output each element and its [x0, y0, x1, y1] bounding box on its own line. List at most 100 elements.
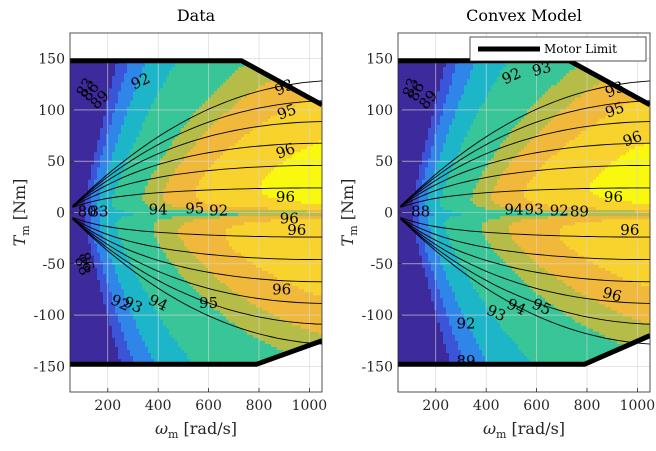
contour-cell	[115, 346, 119, 350]
contour-cell	[148, 200, 152, 204]
contour-cell	[157, 315, 161, 320]
contour-cell	[142, 337, 146, 341]
contour-cell	[208, 291, 212, 296]
contour-cell	[211, 191, 215, 195]
contour-cell	[127, 145, 131, 150]
contour-cell	[109, 306, 113, 311]
contour-cell	[70, 87, 74, 92]
contour-cell	[214, 346, 218, 350]
contour-cell	[148, 87, 152, 92]
contour-cell	[211, 245, 215, 250]
contour-cell	[172, 358, 176, 363]
contour-cell	[178, 154, 182, 159]
contour-cell	[199, 179, 203, 183]
contour-cell	[199, 273, 203, 277]
contour-cell	[166, 200, 170, 204]
contour-cell	[196, 312, 200, 317]
contour-cell	[172, 78, 176, 83]
contour-cell	[217, 236, 221, 241]
contour-cell	[187, 90, 191, 95]
contour-cell	[163, 81, 167, 86]
contour-cell	[103, 291, 107, 296]
contour-cell	[133, 285, 137, 290]
contour-cell	[211, 157, 215, 162]
contour-cell	[205, 197, 209, 201]
contour-cell	[94, 75, 98, 80]
contour-cell	[88, 133, 92, 138]
contour-cell	[94, 355, 98, 360]
contour-cell	[208, 224, 212, 229]
contour-cell	[73, 191, 77, 195]
contour-cell	[91, 340, 95, 344]
contour-cell	[103, 166, 107, 171]
contour-cell	[202, 318, 206, 323]
contour-cell	[139, 194, 143, 198]
contour-cell	[127, 267, 131, 271]
contour-cell	[145, 270, 149, 274]
contour-cell	[214, 200, 218, 204]
contour-cell	[154, 215, 158, 220]
contour-cell	[103, 63, 107, 68]
contour-cell	[73, 206, 77, 211]
contour-cell	[109, 349, 113, 354]
contour-cell	[76, 130, 80, 134]
contour-cell	[79, 249, 83, 253]
contour-cell	[109, 145, 113, 150]
contour-cell	[76, 331, 80, 335]
contour-cell	[130, 328, 134, 332]
contour-cell	[202, 72, 206, 77]
contour-cell	[193, 346, 197, 350]
contour-cell	[88, 112, 92, 116]
contour-cell	[187, 139, 191, 144]
contour-cell	[208, 294, 212, 299]
contour-cell	[118, 358, 122, 363]
contour-cell	[145, 200, 149, 204]
contour-cell	[70, 273, 74, 277]
contour-cell	[151, 264, 155, 268]
contour-cell	[202, 315, 206, 320]
contour-cell	[85, 142, 89, 147]
contour-cell	[199, 115, 203, 119]
contour-cell	[121, 303, 125, 308]
contour-cell	[121, 136, 125, 141]
contour-cell	[97, 230, 101, 235]
contour-cell	[88, 249, 92, 253]
contour-cell	[73, 355, 77, 360]
contour-cell	[154, 285, 158, 290]
contour-cell	[136, 273, 140, 277]
contour-cell	[118, 78, 122, 83]
contour-cell	[217, 355, 221, 360]
contour-cell	[76, 115, 80, 119]
contour-cell	[166, 322, 170, 326]
contour-cell	[169, 267, 173, 271]
contour-cell	[211, 182, 215, 186]
contour-cell	[169, 346, 173, 350]
contour-cell	[160, 148, 164, 153]
contour-cell	[157, 182, 161, 186]
contour-cell	[187, 288, 191, 293]
contour-cell	[208, 349, 212, 354]
contour-cell	[130, 78, 134, 83]
contour-cell	[163, 279, 167, 284]
contour-cell	[136, 261, 140, 265]
contour-cell	[181, 315, 185, 320]
contour-cell	[199, 197, 203, 201]
contour-cell	[79, 325, 83, 329]
contour-cell	[91, 84, 95, 89]
contour-cell	[124, 115, 128, 119]
contour-cell	[187, 96, 191, 101]
contour-cell	[100, 145, 104, 150]
contour-cell	[94, 182, 98, 186]
contour-cell	[109, 224, 113, 229]
contour-cell	[136, 264, 140, 268]
contour-cell	[193, 252, 197, 256]
contour-cell	[124, 93, 128, 98]
contour-cell	[208, 312, 212, 317]
contour-cell	[184, 249, 188, 253]
contour-cell	[100, 102, 104, 107]
contour-cell	[130, 270, 134, 274]
contour-cell	[124, 145, 128, 150]
contour-cell	[205, 282, 209, 287]
contour-cell	[127, 84, 131, 89]
contour-cell	[211, 206, 215, 211]
